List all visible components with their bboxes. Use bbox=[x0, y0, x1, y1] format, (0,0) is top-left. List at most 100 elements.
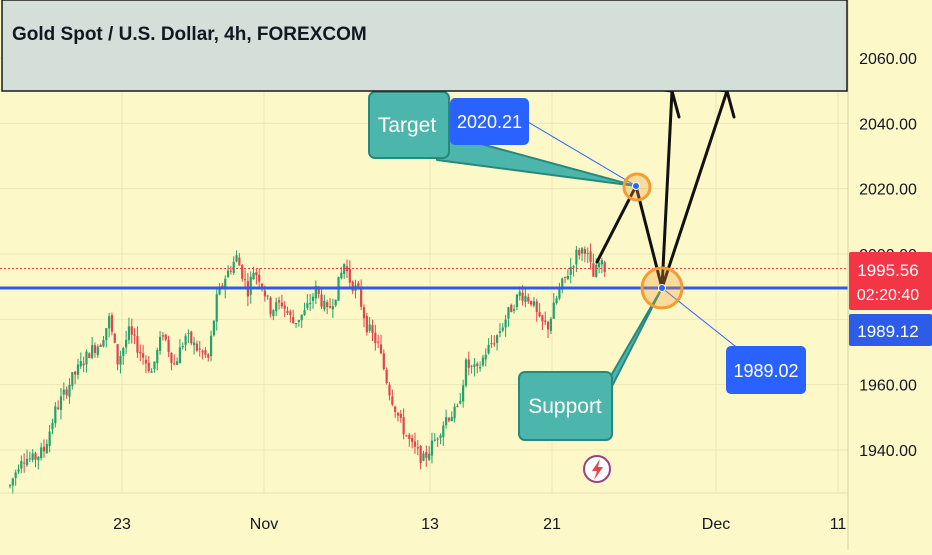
candle-body bbox=[368, 324, 371, 331]
target-label: Target bbox=[378, 114, 437, 137]
candle-body bbox=[425, 452, 428, 458]
candle-body bbox=[549, 318, 553, 331]
support-annotation[interactable]: Support 1989.02 bbox=[518, 266, 806, 441]
candle-body bbox=[479, 367, 482, 369]
candle-body bbox=[362, 307, 366, 319]
candle-body bbox=[198, 348, 201, 350]
candle-body bbox=[340, 272, 343, 279]
candle-body bbox=[600, 260, 603, 265]
candle-body bbox=[382, 353, 385, 370]
candle-body bbox=[374, 332, 377, 344]
candle-body bbox=[575, 249, 578, 265]
candle-body bbox=[419, 446, 422, 464]
candle-body bbox=[8, 485, 12, 487]
candle-body bbox=[150, 371, 153, 373]
candle-body bbox=[348, 268, 351, 283]
candle-body bbox=[201, 350, 204, 353]
candle-body bbox=[411, 437, 414, 442]
candle-body bbox=[595, 264, 598, 277]
last-price-badge[interactable]: 1995.56 02:20:40 bbox=[849, 252, 932, 310]
candle-body bbox=[105, 328, 108, 341]
candle-body bbox=[473, 364, 476, 367]
candle-body bbox=[357, 283, 360, 289]
candle-body bbox=[464, 359, 468, 386]
candle-body bbox=[442, 425, 445, 438]
candle-body bbox=[113, 333, 116, 343]
candle-body bbox=[538, 312, 541, 317]
candle-body bbox=[57, 407, 60, 409]
candle-body bbox=[204, 350, 207, 355]
candle-body bbox=[42, 446, 46, 452]
time-axis[interactable]: 23 Nov 13 21 Dec 11 bbox=[0, 492, 848, 533]
candle-body bbox=[447, 418, 451, 421]
candle-body bbox=[303, 310, 306, 315]
support-value-box[interactable] bbox=[726, 346, 806, 394]
candle-body bbox=[102, 339, 105, 347]
candle-body bbox=[402, 417, 405, 435]
title-banner[interactable]: Gold Spot / U.S. Dollar, 4h, FOREXCOM bbox=[1, 0, 848, 92]
candle-body bbox=[275, 302, 278, 312]
candle-body bbox=[498, 331, 502, 334]
candle-body bbox=[496, 335, 499, 343]
candle-body bbox=[192, 342, 196, 346]
candle-body bbox=[592, 263, 595, 277]
time-tick-label: 23 bbox=[113, 516, 131, 533]
candle-body bbox=[470, 365, 473, 367]
candle-body bbox=[436, 438, 439, 440]
candle-body bbox=[178, 347, 182, 364]
candle-body bbox=[263, 290, 266, 297]
last-price-value: 1995.56 bbox=[857, 261, 918, 280]
candle-body bbox=[272, 310, 275, 317]
candle-body bbox=[144, 359, 148, 364]
candle-body bbox=[17, 469, 20, 472]
target-point[interactable] bbox=[632, 182, 640, 190]
candle-body bbox=[68, 384, 71, 397]
candle-body bbox=[300, 314, 303, 321]
support-box[interactable] bbox=[518, 371, 613, 441]
candle-body bbox=[399, 413, 402, 418]
price-tick-label: 1940.00 bbox=[859, 443, 917, 460]
candle-body bbox=[23, 462, 26, 464]
candle-body bbox=[238, 257, 241, 266]
candle-body bbox=[34, 453, 37, 460]
candle-body bbox=[277, 300, 281, 303]
candle-body bbox=[578, 249, 581, 256]
candle-body bbox=[371, 325, 374, 334]
candle-body bbox=[580, 248, 584, 254]
candle-body bbox=[490, 343, 493, 345]
time-tick-label: 13 bbox=[421, 516, 439, 533]
candle-body bbox=[527, 297, 530, 302]
candle-body bbox=[187, 333, 190, 335]
candle-body bbox=[190, 331, 193, 344]
support-value: 1989.02 bbox=[733, 361, 798, 381]
candle-body bbox=[309, 302, 312, 305]
candle-body bbox=[430, 440, 434, 456]
candle-body bbox=[37, 456, 40, 461]
chart-title: Gold Spot / U.S. Dollar, 4h, FOREXCOM bbox=[12, 24, 367, 45]
target-annotation[interactable]: Target 2020.21 bbox=[368, 91, 652, 202]
lightning-icon[interactable] bbox=[583, 455, 611, 483]
candle-body bbox=[462, 385, 465, 402]
candle-body bbox=[292, 317, 295, 324]
support-price-value: 1989.12 bbox=[857, 322, 918, 341]
candle-body bbox=[343, 264, 346, 274]
candle-body bbox=[195, 343, 199, 351]
candle-body bbox=[147, 362, 150, 372]
target-box[interactable] bbox=[368, 91, 450, 159]
candle-body bbox=[396, 412, 400, 416]
candle-body bbox=[130, 326, 133, 335]
candle-body bbox=[54, 406, 57, 424]
target-value-box[interactable] bbox=[450, 98, 529, 145]
support-point[interactable] bbox=[658, 284, 666, 292]
candle-body bbox=[416, 447, 419, 449]
support-price-badge[interactable]: 1989.12 bbox=[849, 314, 932, 346]
candle-body bbox=[314, 286, 317, 299]
candle-body bbox=[317, 286, 320, 294]
candle-body bbox=[28, 458, 31, 460]
candle-body bbox=[566, 275, 570, 279]
candle-body bbox=[433, 439, 436, 441]
candle-body bbox=[212, 320, 216, 336]
candle-body bbox=[586, 253, 589, 255]
